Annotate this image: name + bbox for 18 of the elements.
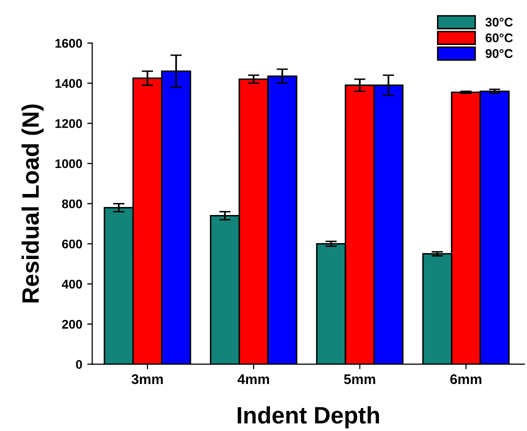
y-tick-label: 1200: [55, 119, 82, 128]
y-tick-label: 600: [62, 240, 82, 248]
x-tick-label: 3mm: [132, 374, 163, 384]
x-tick-label: 6mm: [450, 374, 482, 384]
y-tick-label: 200: [62, 320, 82, 329]
y-axis-title: Residual Load (N): [22, 104, 44, 302]
y-tick-label: 400: [62, 280, 82, 289]
y-tick-label: 1400: [55, 79, 82, 88]
y-tick-label: 1000: [55, 159, 82, 168]
legend-label: 90°C: [486, 49, 513, 58]
x-tick-label: 5mm: [344, 374, 376, 384]
y-tick-label: 800: [62, 199, 82, 208]
y-tick-label: 0: [76, 360, 82, 369]
legend-label: 30°C: [485, 18, 513, 27]
y-tick-label: 1600: [55, 38, 82, 48]
x-axis-title: Indent Depth: [238, 406, 379, 428]
legend-label: 60°C: [486, 33, 513, 42]
x-tick-label: 4mm: [238, 374, 269, 384]
